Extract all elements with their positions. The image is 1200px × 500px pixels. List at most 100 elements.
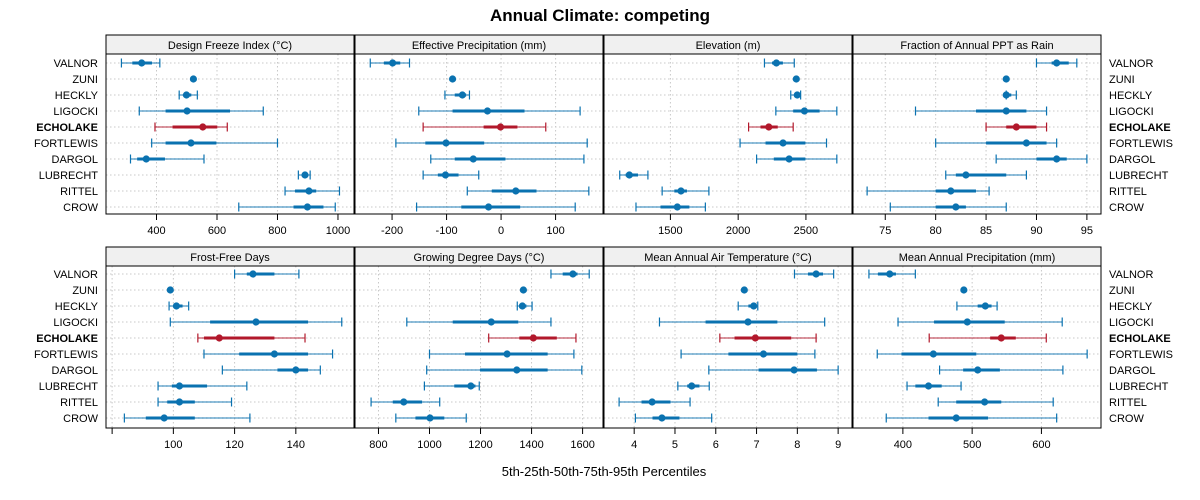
median-point <box>677 187 685 195</box>
x-tick-label: 6 <box>713 439 719 451</box>
site-mark-fortlewis <box>395 138 588 148</box>
site-mark-dargol <box>938 365 1064 375</box>
panel-border <box>354 265 604 429</box>
site-mark-fortlewis <box>428 349 575 359</box>
site-mark-lubrecht <box>677 381 710 391</box>
site-label-right: ECHOLAKE <box>1109 122 1171 134</box>
median-point <box>175 398 184 406</box>
median-point <box>518 302 526 310</box>
median-point <box>448 75 457 83</box>
x-tick-label: 800 <box>369 439 387 451</box>
median-point <box>759 350 768 358</box>
median-point <box>765 123 773 131</box>
site-label-left: LUBRECHT <box>39 381 99 393</box>
median-point <box>648 398 656 406</box>
x-tick-label: 600 <box>1032 439 1050 451</box>
x-tick-label: 120 <box>225 439 243 451</box>
site-label-right: FORTLEWIS <box>1109 349 1173 361</box>
site-mark-lubrecht <box>422 170 480 180</box>
site-mark-dargol <box>129 154 205 164</box>
panel-border <box>354 53 604 215</box>
median-point <box>740 286 748 294</box>
site-mark-zuni <box>519 286 527 294</box>
site-mark-zuni <box>166 286 174 294</box>
site-mark-ligocki <box>418 106 581 116</box>
site-mark-heckly <box>516 301 533 311</box>
panel-strip-title: Mean Annual Air Temperature (°C) <box>644 252 811 264</box>
site-mark-crow <box>889 202 1007 212</box>
median-point <box>750 302 758 310</box>
site-label-left: FORTLEWIS <box>34 349 98 361</box>
x-tick-label: 600 <box>208 225 226 237</box>
site-mark-rittel <box>466 186 590 196</box>
site-label-right: LUBRECHT <box>1109 170 1169 182</box>
site-mark-fortlewis <box>203 349 334 359</box>
median-point <box>963 318 971 326</box>
site-mark-heckly <box>737 301 759 311</box>
site-mark-heckly <box>1002 90 1017 100</box>
panels: Design Freeze Index (°C)400 600 800 1000Eff… <box>34 34 1173 451</box>
site-mark-valnor <box>1035 58 1078 68</box>
site-label-left: ZUNI <box>72 285 98 297</box>
x-tick-label: 400 <box>147 225 165 237</box>
x-tick-label: -100 <box>436 225 458 237</box>
x-tick-label: 85 <box>980 225 992 237</box>
site-mark-dargol <box>995 154 1088 164</box>
x-axis-label: 5th-25th-50th-75th-95th Percentiles <box>502 464 707 479</box>
panel-7: Mean Annual Air Temperature (°C) 4 5 6 7 8 9 <box>603 246 853 451</box>
median-point <box>426 414 434 422</box>
site-mark-zuni <box>740 286 748 294</box>
median-point <box>513 366 521 374</box>
median-point <box>458 91 466 99</box>
panel-border <box>105 53 355 215</box>
site-mark-zuni <box>1002 75 1010 83</box>
panel-4: Fraction of Annual PPT as Rain 75 80 85 90 95 <box>852 34 1102 237</box>
site-mark-lubrecht <box>297 170 311 180</box>
site-mark-crow <box>885 413 1058 423</box>
site-label-right: CROW <box>1109 413 1144 425</box>
site-mark-heckly <box>178 90 198 100</box>
site-label-left: VALNOR <box>54 269 98 281</box>
median-point <box>947 187 955 195</box>
x-tick-label: 500 <box>963 439 981 451</box>
median-point <box>751 334 759 342</box>
x-tick-label: 95 <box>1081 225 1093 237</box>
x-tick-label: 80 <box>930 225 942 237</box>
site-mark-valnor <box>763 58 795 68</box>
site-label-left: RITTEL <box>60 186 98 198</box>
median-point <box>487 318 495 326</box>
panel-5: Frost-Free Days 100 120 140 <box>105 246 355 451</box>
median-point <box>301 171 309 179</box>
median-point <box>503 350 511 358</box>
site-label-right: ZUNI <box>1109 285 1135 297</box>
site-mark-lubrecht <box>619 170 649 180</box>
site-mark-ligocki <box>914 106 1048 116</box>
site-label-right: CROW <box>1109 202 1144 214</box>
site-label-left: ZUNI <box>72 74 98 86</box>
median-point <box>172 302 181 310</box>
panel-strip-title: Design Freeze Index (°C) <box>168 40 292 52</box>
site-mark-zuni <box>448 75 457 83</box>
site-mark-ligocki <box>138 106 264 116</box>
site-mark-lubrecht <box>945 170 1027 180</box>
median-point <box>292 366 300 374</box>
site-mark-crow <box>238 202 336 212</box>
median-point <box>305 187 313 195</box>
site-label-left: LIGOCKI <box>53 106 98 118</box>
panel-strip-title: Frost-Free Days <box>190 252 270 264</box>
site-label-right: LIGOCKI <box>1109 317 1154 329</box>
site-mark-crow <box>415 202 576 212</box>
site-mark-valnor <box>550 269 590 279</box>
x-tick-label: 0 <box>498 225 504 237</box>
median-point <box>744 318 752 326</box>
median-point <box>160 414 168 422</box>
median-point <box>779 139 787 147</box>
median-point <box>1022 139 1030 147</box>
median-point <box>441 171 450 179</box>
median-point <box>981 398 989 406</box>
median-point <box>400 398 408 406</box>
site-mark-valnor <box>369 58 411 68</box>
median-point <box>512 187 520 195</box>
site-mark-echolake <box>747 122 794 132</box>
median-point <box>1053 155 1061 163</box>
